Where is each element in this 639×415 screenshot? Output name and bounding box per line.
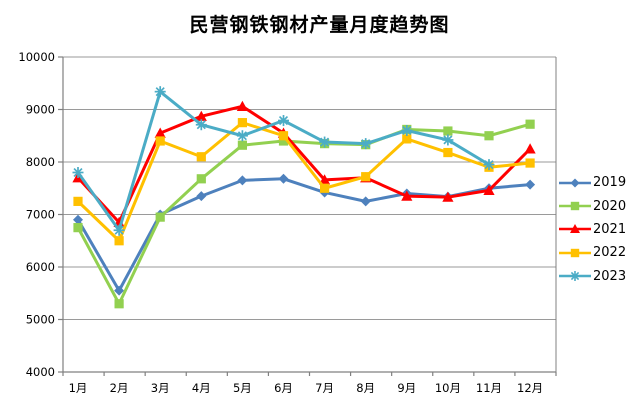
- marker-square: [278, 131, 289, 141]
- marker-square: [114, 236, 124, 246]
- x-axis-label: 11月: [476, 381, 502, 395]
- legend-marker-2020: [559, 201, 591, 211]
- marker-asterisk: [237, 131, 247, 141]
- marker-triangle: [442, 191, 454, 202]
- y-axis-label: 5000: [26, 313, 55, 327]
- marker-square: [237, 140, 247, 150]
- y-axis-label: 10000: [18, 50, 55, 64]
- marker-square: [155, 212, 165, 222]
- marker-asterisk: [155, 87, 165, 97]
- legend-label-2023: 2023: [593, 268, 627, 284]
- x-axis-label: 12月: [517, 381, 543, 395]
- marker-square: [361, 172, 371, 182]
- marker-square: [196, 174, 206, 184]
- x-axis-label: 4月: [192, 381, 211, 395]
- marker-asterisk: [443, 135, 453, 145]
- marker-square: [402, 134, 412, 144]
- y-axis-label: 9000: [26, 103, 55, 117]
- legend-label-2021: 2021: [593, 221, 627, 237]
- legend-marker-2019: [559, 178, 591, 188]
- legend-label-2019: 2019: [593, 175, 627, 191]
- marker-square: [278, 136, 289, 146]
- x-axis-label: 5月: [233, 381, 252, 395]
- y-axis-label: 7000: [26, 208, 55, 222]
- marker-square: [484, 131, 494, 141]
- marker-asterisk: [320, 137, 330, 147]
- x-axis-label: 3月: [151, 381, 170, 395]
- marker-triangle: [154, 127, 166, 138]
- legend-marker-2023: [559, 271, 591, 282]
- legend-item-2022: 2022: [558, 241, 638, 264]
- marker-diamond: [237, 175, 248, 186]
- x-axis-label: 10月: [435, 381, 461, 395]
- marker-triangle: [524, 143, 536, 154]
- marker-square: [525, 158, 535, 168]
- series-line-2022: [76, 121, 532, 243]
- marker-square: [155, 136, 165, 146]
- marker-square: [443, 147, 453, 158]
- y-axis-label: 8000: [26, 155, 55, 169]
- x-axis-label: 8月: [356, 381, 375, 395]
- marker-triangle: [319, 174, 331, 185]
- legend-item-2019: 2019: [558, 171, 638, 194]
- marker-asterisk: [402, 125, 412, 136]
- marker-square: [73, 196, 83, 206]
- marker-square: [443, 126, 453, 136]
- marker-square: [114, 299, 124, 309]
- marker-diamond: [360, 196, 371, 207]
- series-line-2023: [76, 90, 491, 232]
- legend-item-2020: 2020: [558, 194, 638, 217]
- legend-marker-2022: [559, 248, 591, 258]
- marker-square: [196, 152, 206, 162]
- chart-title: 民营钢铁钢材产量月度趋势图: [189, 14, 450, 36]
- marker-asterisk: [73, 167, 83, 178]
- marker-triangle: [483, 184, 495, 195]
- marker-square: [73, 223, 83, 233]
- marker-triangle: [195, 110, 207, 121]
- legend-label-2020: 2020: [593, 198, 627, 214]
- legend-marker-2021: [559, 224, 591, 234]
- marker-asterisk: [361, 139, 371, 149]
- x-axis-label: 2月: [110, 381, 129, 395]
- y-axis-label: 4000: [26, 365, 55, 379]
- marker-asterisk: [114, 225, 124, 235]
- legend: 2019 2020 2021 2022 2023: [558, 171, 638, 288]
- marker-diamond: [196, 191, 207, 202]
- marker-diamond: [278, 173, 289, 184]
- x-axis-label: 6月: [274, 381, 293, 395]
- x-axis-label: 7月: [315, 381, 334, 395]
- x-axis-label: 9月: [397, 381, 416, 395]
- marker-square: [237, 118, 247, 128]
- legend-label-2022: 2022: [593, 245, 627, 261]
- legend-item-2023: 2023: [558, 265, 638, 288]
- series-line-2021: [76, 104, 532, 224]
- marker-square: [320, 183, 330, 193]
- legend-item-2021: 2021: [558, 218, 638, 241]
- marker-triangle: [236, 100, 248, 111]
- marker-asterisk: [278, 115, 289, 126]
- marker-triangle: [401, 190, 413, 201]
- marker-diamond: [73, 214, 83, 225]
- marker-square: [525, 119, 535, 129]
- x-axis-label: 1月: [69, 381, 88, 395]
- marker-diamond: [525, 179, 536, 190]
- y-axis-label: 6000: [26, 260, 55, 274]
- marker-diamond: [114, 285, 125, 296]
- series-line-2020: [76, 122, 532, 306]
- marker-asterisk: [484, 160, 494, 170]
- marker-asterisk: [196, 120, 206, 130]
